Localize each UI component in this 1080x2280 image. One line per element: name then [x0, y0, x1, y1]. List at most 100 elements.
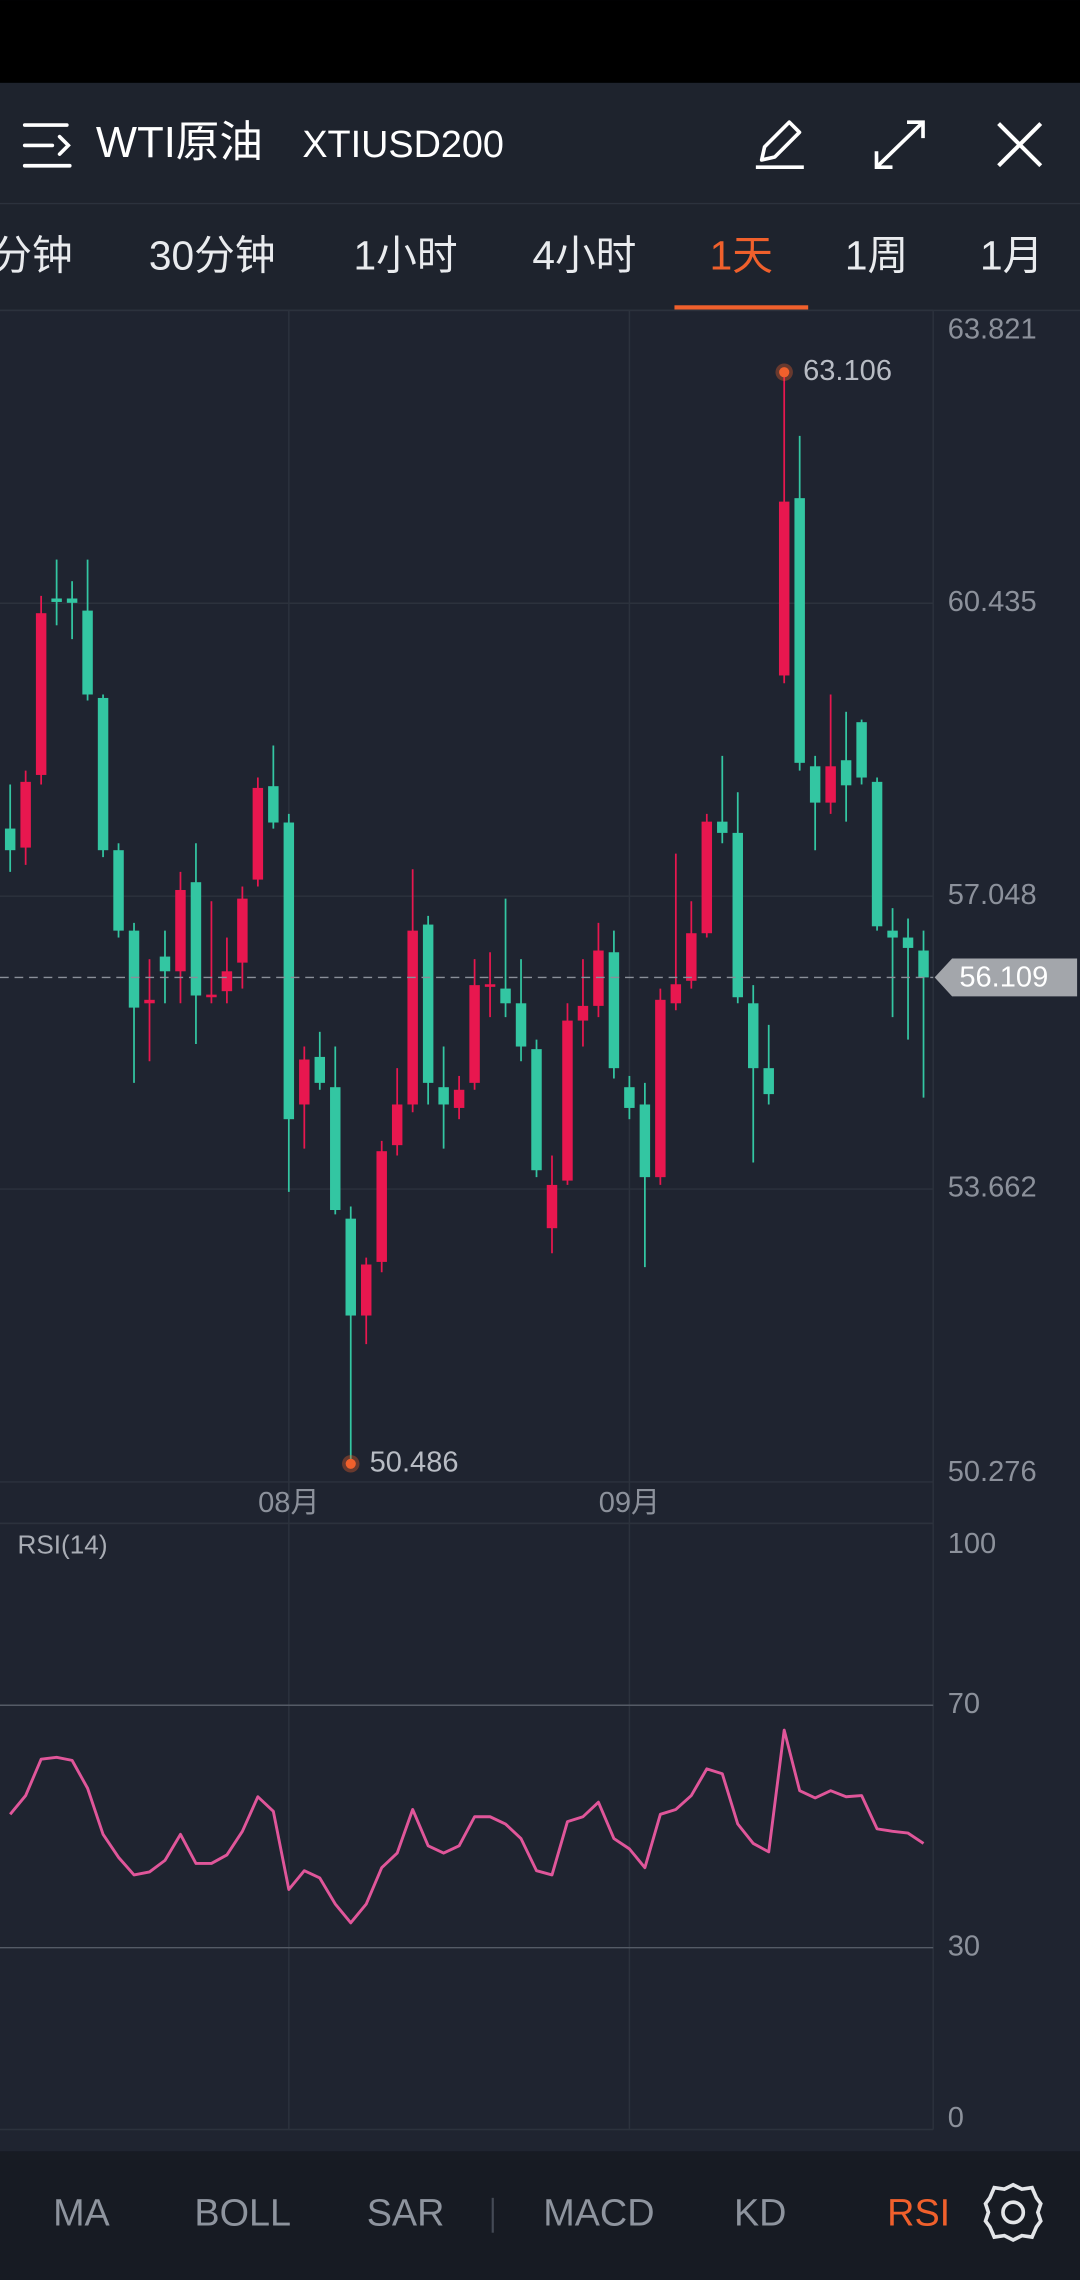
extreme-dot — [345, 1458, 356, 1469]
tabs: 分钟 30分钟 1小时 4小时 1天 1周 1月 — [0, 233, 1043, 310]
candle-body — [407, 930, 418, 1105]
y-tick-label: 70 — [948, 1688, 980, 1720]
last-price-label: 56.109 — [959, 962, 1048, 994]
candle-body — [794, 498, 805, 763]
candle-body — [608, 952, 620, 1069]
plot: 63.821 60.435 57.048 53.662 50.276 08月 09月 63.1… — [0, 309, 1078, 2134]
candle-body — [51, 598, 62, 602]
candle-body — [175, 889, 186, 972]
last-price-tag — [934, 958, 1078, 997]
candle-body — [809, 766, 821, 803]
candle-body — [902, 937, 914, 948]
indicator-tab[interactable]: MA — [53, 2192, 110, 2234]
tab[interactable]: 分钟 — [0, 233, 73, 279]
panel-title: RSI(14) — [17, 1530, 107, 1560]
y-tick-label: 53.662 — [948, 1172, 1037, 1204]
candle-body — [639, 1104, 651, 1178]
indicator-tab[interactable]: BOLL — [194, 2192, 291, 2234]
candle-body — [97, 697, 109, 851]
candle-body — [763, 1068, 774, 1095]
candle-body — [593, 950, 604, 1006]
candle-body — [314, 1056, 326, 1083]
candle-body — [237, 898, 248, 963]
header-title: WTI原油 — [96, 119, 263, 167]
x-tick-label: 08月 — [258, 1487, 319, 1519]
candle-body — [376, 1151, 387, 1262]
status-bar — [0, 0, 1080, 83]
candle-body — [159, 956, 171, 972]
candle-body — [391, 1104, 403, 1146]
candle-body — [515, 1003, 527, 1047]
indicators: MA BOLL SAR MACD KD RSI — [53, 2192, 950, 2234]
candle-body — [299, 1059, 310, 1105]
tab[interactable]: 4小时 — [532, 233, 636, 279]
candle-body — [546, 1184, 558, 1229]
candle-body — [701, 821, 713, 934]
candle-body — [856, 722, 867, 778]
candle-body — [840, 760, 852, 786]
candle-body — [670, 984, 682, 1004]
candle-body — [221, 971, 233, 992]
candle-body — [732, 832, 743, 998]
indicator-tab[interactable]: KD — [734, 2192, 786, 2234]
candle-body — [500, 988, 511, 1004]
candle-body — [453, 1089, 465, 1108]
indicator-tab[interactable]: RSI — [887, 2192, 950, 2234]
candle-body — [360, 1264, 372, 1316]
y-tick-label: 57.048 — [948, 879, 1037, 911]
candle-body — [4, 828, 16, 851]
candle-body — [484, 984, 496, 987]
y-tick-label: 50.276 — [948, 1456, 1037, 1488]
menu-icon[interactable] — [22, 123, 72, 168]
candle-body — [825, 766, 836, 803]
candle-body — [330, 1087, 341, 1211]
edit-icon[interactable] — [755, 120, 804, 170]
candle-body — [577, 1005, 589, 1021]
tab[interactable]: 30分钟 — [149, 233, 276, 279]
extreme-label: 50.486 — [370, 1446, 459, 1478]
candle-body — [562, 1020, 573, 1181]
settings-icon[interactable] — [983, 2182, 1043, 2243]
candle-body — [469, 985, 480, 1083]
candle-body — [655, 999, 666, 1178]
candle-body — [82, 610, 93, 695]
header-symbol: XTIUSD200 — [302, 124, 504, 166]
candle-body — [887, 930, 898, 938]
candle-body — [871, 781, 883, 927]
rsi-line — [9, 1728, 925, 1925]
fullscreen-icon[interactable] — [874, 120, 925, 170]
tab[interactable]: 1月 — [980, 233, 1043, 279]
tab-underline — [674, 305, 809, 310]
indicator-tab[interactable]: MACD — [543, 2192, 654, 2234]
tab-bar — [0, 203, 1080, 310]
candle-body — [624, 1087, 635, 1108]
tab[interactable]: 1周 — [845, 233, 908, 279]
y-tick-label: 60.435 — [948, 586, 1037, 618]
chart-area — [0, 309, 1080, 2152]
candle-body — [717, 821, 728, 833]
candle-body — [206, 994, 217, 998]
candle-body — [252, 787, 264, 880]
candle-body — [686, 933, 697, 981]
tab[interactable]: 1天 — [710, 233, 773, 279]
indicator-tab[interactable]: SAR — [367, 2192, 445, 2234]
candle-body — [778, 501, 790, 676]
candle-body — [20, 781, 31, 848]
y-tick-label: 63.821 — [948, 313, 1037, 345]
tab[interactable]: 1小时 — [354, 233, 458, 279]
candle-body — [35, 613, 47, 775]
close-icon[interactable] — [997, 122, 1043, 168]
y-tick-label: 100 — [948, 1528, 997, 1560]
extreme-label: 63.106 — [803, 355, 892, 387]
candle-body — [438, 1087, 449, 1105]
candle-body — [66, 598, 78, 603]
x-tick-label: 09月 — [599, 1487, 660, 1519]
candle-body — [531, 1049, 542, 1171]
y-tick-label: 30 — [948, 1930, 980, 1962]
candle-body — [422, 924, 434, 1083]
candle-body — [748, 1003, 759, 1069]
candle-body — [128, 930, 140, 1008]
candle-body — [144, 999, 155, 1004]
